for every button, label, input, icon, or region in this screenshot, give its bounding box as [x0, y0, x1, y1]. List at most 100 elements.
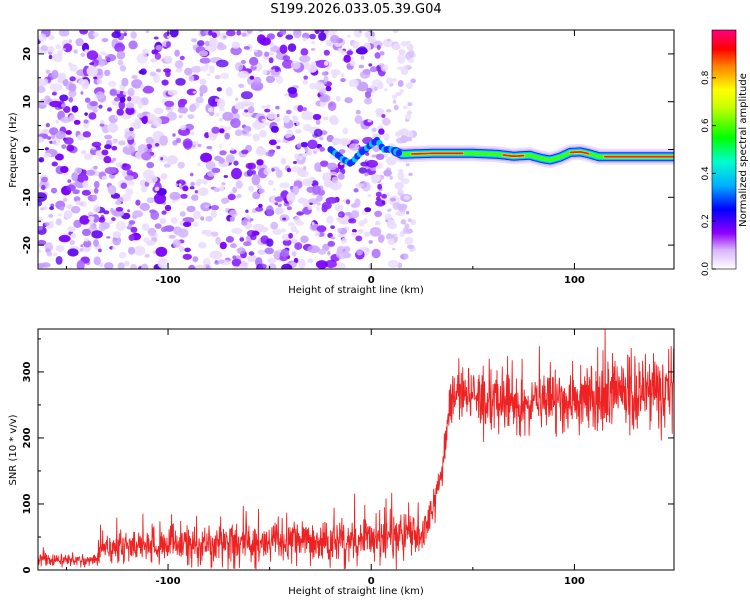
- noise-blob: [61, 103, 66, 108]
- noise-blob: [396, 203, 408, 210]
- noise-blob: [338, 149, 346, 154]
- noise-blob: [271, 168, 275, 172]
- noise-blob: [133, 245, 146, 256]
- noise-blob: [376, 44, 381, 51]
- noise-blob: [130, 31, 137, 39]
- noise-blob: [76, 260, 85, 269]
- noise-blob: [367, 119, 372, 123]
- noise-blob: [63, 106, 71, 113]
- noise-blob: [258, 203, 263, 208]
- noise-blob: [93, 32, 99, 38]
- noise-blob: [163, 163, 171, 168]
- noise-blob: [298, 258, 306, 269]
- noise-blob: [128, 246, 135, 255]
- noise-blob: [150, 58, 158, 63]
- noise-blob: [394, 233, 398, 237]
- noise-blob: [312, 185, 321, 195]
- noise-blob: [378, 128, 385, 135]
- noise-blob: [248, 185, 255, 192]
- noise-blob: [231, 167, 242, 180]
- noise-blob: [38, 86, 46, 93]
- noise-blob: [174, 60, 184, 69]
- noise-blob: [99, 123, 105, 127]
- noise-blob: [45, 46, 55, 53]
- snr-plot-area: [38, 329, 674, 570]
- noise-blob: [174, 183, 178, 187]
- noise-blob: [279, 182, 290, 189]
- noise-blob: [287, 87, 298, 94]
- noise-blob: [219, 144, 222, 149]
- noise-blob: [119, 65, 127, 72]
- noise-blob: [211, 126, 220, 134]
- noise-blob: [98, 248, 102, 253]
- noise-blob: [208, 107, 214, 113]
- noise-blob: [349, 60, 356, 67]
- noise-blob: [275, 169, 283, 178]
- noise-blob: [309, 202, 313, 205]
- noise-blob: [215, 98, 219, 102]
- noise-blob: [317, 248, 327, 255]
- noise-blob: [386, 77, 394, 85]
- noise-blob: [209, 250, 223, 260]
- noise-blob: [263, 168, 272, 176]
- noise-blob: [52, 92, 57, 96]
- noise-blob: [161, 79, 169, 86]
- noise-blob: [351, 232, 357, 237]
- noise-blob: [390, 197, 396, 202]
- noise-blob: [386, 156, 397, 166]
- noise-blob: [325, 197, 338, 204]
- snr-y-axis-label: SNR (10 * v/v): [8, 414, 19, 485]
- noise-blob: [230, 118, 241, 129]
- noise-blob: [216, 87, 222, 92]
- noise-blob: [257, 249, 266, 255]
- noise-blob: [38, 33, 47, 43]
- noise-blob: [344, 97, 353, 104]
- noise-blob: [268, 68, 272, 72]
- noise-blob: [229, 216, 235, 222]
- noise-blob: [362, 68, 371, 75]
- noise-blob: [225, 126, 232, 130]
- noise-blob: [172, 133, 176, 137]
- noise-blob: [164, 100, 175, 108]
- noise-blob: [82, 131, 92, 138]
- noise-blob: [108, 80, 117, 87]
- noise-blob: [348, 143, 360, 151]
- noise-blob: [345, 199, 351, 205]
- noise-blob: [251, 174, 261, 186]
- noise-blob: [350, 139, 360, 145]
- wiggle-point: [395, 149, 403, 157]
- noise-blob: [68, 83, 77, 92]
- noise-blob: [48, 213, 54, 218]
- noise-blob: [231, 258, 242, 267]
- noise-blob: [327, 101, 337, 112]
- noise-blob: [46, 251, 52, 256]
- noise-blob: [127, 96, 132, 102]
- noise-blob: [247, 255, 258, 263]
- noise-blob: [105, 54, 117, 62]
- noise-blob: [180, 98, 188, 105]
- noise-blob: [243, 46, 250, 50]
- noise-blob: [128, 90, 132, 94]
- noise-blob: [368, 240, 373, 244]
- noise-blob: [331, 176, 339, 184]
- noise-blob: [69, 76, 76, 82]
- noise-blob: [369, 66, 378, 73]
- noise-blob: [381, 193, 387, 199]
- noise-blob: [297, 105, 304, 112]
- noise-blob: [307, 64, 318, 73]
- noise-blob: [67, 248, 79, 257]
- noise-blob: [167, 89, 178, 96]
- noise-blob: [347, 34, 351, 38]
- noise-blob: [66, 144, 75, 152]
- noise-blob: [55, 44, 61, 50]
- noise-blob: [131, 79, 143, 89]
- noise-blob: [387, 259, 399, 268]
- noise-blob: [124, 131, 135, 141]
- noise-blob: [117, 59, 124, 66]
- noise-blob: [221, 197, 230, 204]
- noise-blob: [61, 144, 67, 150]
- noise-blob: [157, 258, 169, 269]
- noise-blob: [318, 32, 327, 41]
- noise-blob: [194, 264, 206, 269]
- noise-blob: [383, 133, 390, 141]
